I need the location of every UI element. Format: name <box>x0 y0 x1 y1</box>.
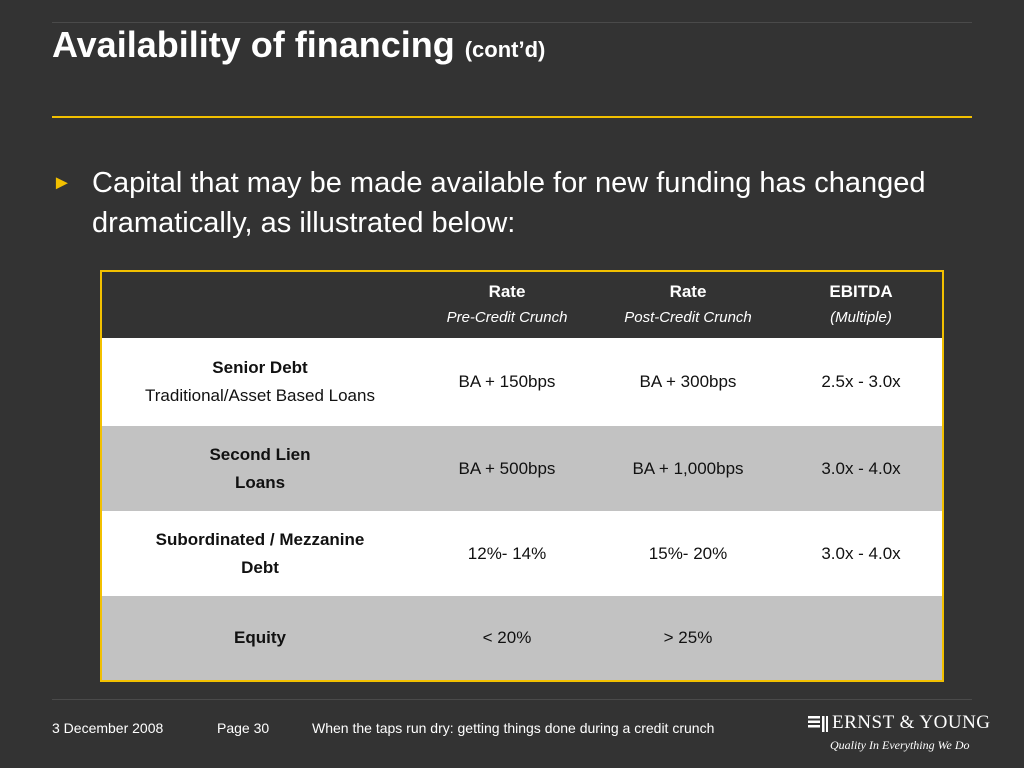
cell-ebitda: 3.0x - 4.0x <box>780 426 942 511</box>
header-cell-ebitda: EBITDA (Multiple) <box>780 272 942 338</box>
row-label: Senior Debt Traditional/Asset Based Loan… <box>102 338 418 426</box>
table-row-second-lien: Second Lien Loans BA + 500bps BA + 1,000… <box>102 426 942 511</box>
cell-post-rate: BA + 300bps <box>596 338 780 426</box>
header-label: Rate <box>488 282 526 301</box>
bullet-text: Capital that may be made available for n… <box>92 167 926 239</box>
cell-pre-rate: 12%- 14% <box>418 511 596 596</box>
header-sublabel: Pre-Credit Crunch <box>446 309 568 326</box>
cell-post-rate: > 25% <box>596 596 780 680</box>
row-label: Second Lien Loans <box>102 426 418 511</box>
table-header-row: Rate Pre-Credit Crunch Rate Post-Credit … <box>102 272 942 338</box>
cell-post-rate: BA + 1,000bps <box>596 426 780 511</box>
row-label-normal: Traditional/Asset Based Loans <box>145 386 375 405</box>
slide-title-suffix: (cont’d) <box>464 37 546 62</box>
footer-date: 3 December 2008 <box>52 720 164 736</box>
header-cell-category <box>102 272 418 338</box>
cell-pre-rate: < 20% <box>418 596 596 680</box>
row-label: Equity <box>102 596 418 680</box>
table-row-senior-debt: Senior Debt Traditional/Asset Based Loan… <box>102 338 942 426</box>
header-sublabel: Post-Credit Crunch <box>624 309 752 326</box>
bullet-arrow-icon: ► <box>52 172 72 194</box>
row-label-bold: Subordinated / Mezzanine <box>155 529 365 549</box>
row-label-bold: Equity <box>234 628 286 647</box>
row-label-bold-continued: Loans <box>234 472 286 492</box>
cell-pre-rate: BA + 500bps <box>418 426 596 511</box>
row-label-bold: Senior Debt <box>212 358 308 377</box>
table-row-equity: Equity < 20% > 25% <box>102 596 942 680</box>
cell-ebitda: 3.0x - 4.0x <box>780 511 942 596</box>
cell-pre-rate: BA + 150bps <box>418 338 596 426</box>
cell-post-rate: 15%- 20% <box>596 511 780 596</box>
row-label-bold: Second Lien <box>209 444 311 464</box>
slide-title-main: Availability of financing <box>52 24 455 65</box>
header-sublabel: (Multiple) <box>830 309 892 326</box>
ernst-young-logo: ERNST & YOUNG Quality In Everything We D… <box>808 712 990 756</box>
cell-ebitda: 2.5x - 3.0x <box>780 338 942 426</box>
slide-title: Availability of financing (cont’d) <box>52 24 545 66</box>
title-underline <box>52 116 972 118</box>
table-row-subordinated: Subordinated / Mezzanine Debt 12%- 14% 1… <box>102 511 942 596</box>
header-label: Rate <box>669 282 707 301</box>
header-cell-pre-rate: Rate Pre-Credit Crunch <box>418 272 596 338</box>
financing-table: Rate Pre-Credit Crunch Rate Post-Credit … <box>100 270 944 682</box>
logo-brand-text: ERNST & YOUNG <box>832 712 991 733</box>
cell-ebitda <box>780 596 942 680</box>
footer-page-number: Page 30 <box>217 720 270 736</box>
footer-caption: When the taps run dry: getting things do… <box>312 720 715 736</box>
header-cell-post-rate: Rate Post-Credit Crunch <box>596 272 780 338</box>
logo-tagline: Quality In Everything We Do <box>830 738 970 752</box>
row-label-bold-continued: Debt <box>241 557 279 577</box>
top-divider <box>52 22 972 23</box>
row-label: Subordinated / Mezzanine Debt <box>102 511 418 596</box>
logo-bars-icon <box>808 716 828 732</box>
header-label: EBITDA <box>829 282 893 301</box>
footer-divider <box>52 699 972 700</box>
